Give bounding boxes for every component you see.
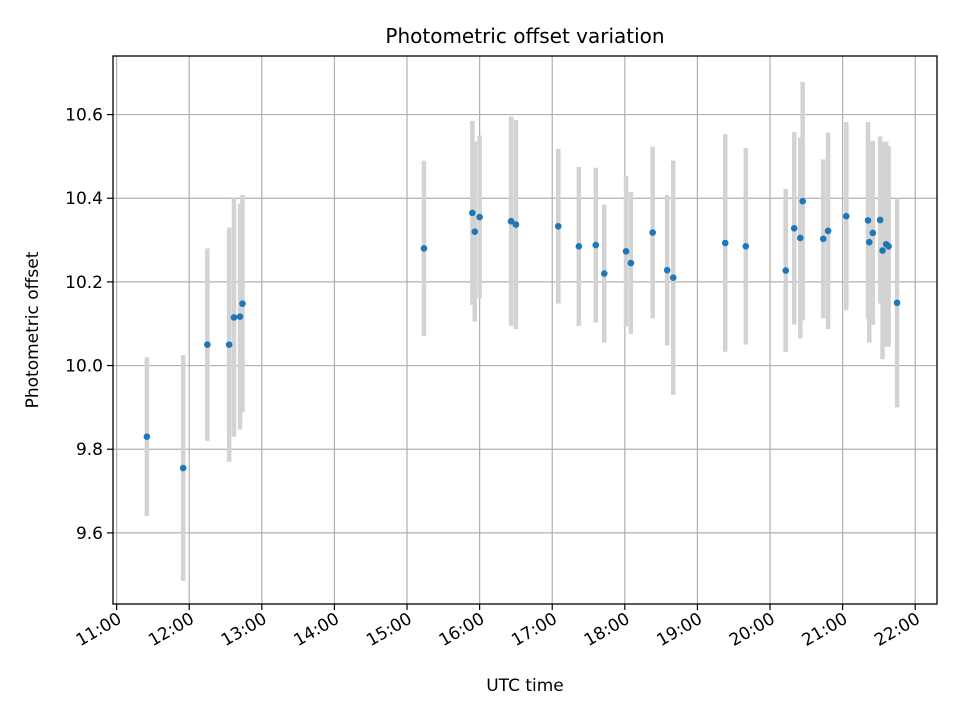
data-point [471,228,479,235]
grid-lines [113,56,937,604]
data-point [627,259,635,267]
plot-frame [112,55,938,605]
data-point [622,248,630,255]
y-tick-label: 9.6 [76,524,103,544]
data-point [782,267,790,274]
data-point [512,221,520,228]
data-point [799,197,806,205]
y-axis-label: Photometric offset [23,251,43,408]
data-point [179,464,187,472]
data-point [649,229,656,236]
data-point [742,243,750,250]
data-point [824,227,832,235]
data-point [507,217,515,225]
data-point [663,266,671,274]
data-point [721,239,729,247]
data-point [796,234,804,242]
chart-title: Photometric offset variation [385,24,664,48]
data-point [600,270,608,277]
data-point [669,274,677,282]
y-tick-label: 10.4 [65,189,103,209]
data-point [143,433,151,440]
data-point [876,216,884,224]
y-tick-label: 10.0 [65,357,103,377]
x-axis-label: UTC time [486,676,564,696]
data-point [865,238,873,246]
y-tick-label: 10.6 [65,106,103,126]
data-point [476,213,483,221]
data-point [575,243,583,250]
data-point [420,245,428,252]
data-point [225,341,233,348]
data-point [842,212,850,220]
data-point [554,222,562,230]
data-point [236,313,244,320]
data-point [230,314,238,321]
data-point [869,229,877,237]
data-point [469,209,476,217]
data-point [885,243,892,250]
data-point [204,341,211,348]
data-point [864,217,872,224]
data-point [592,241,600,249]
data-point [790,225,798,232]
data-point [893,299,901,307]
data-point [239,300,246,307]
data-point [819,235,827,243]
y-tick-label: 10.2 [65,273,103,293]
y-tick-label: 9.8 [76,440,103,460]
data-points [143,197,901,472]
data-point [879,247,886,254]
